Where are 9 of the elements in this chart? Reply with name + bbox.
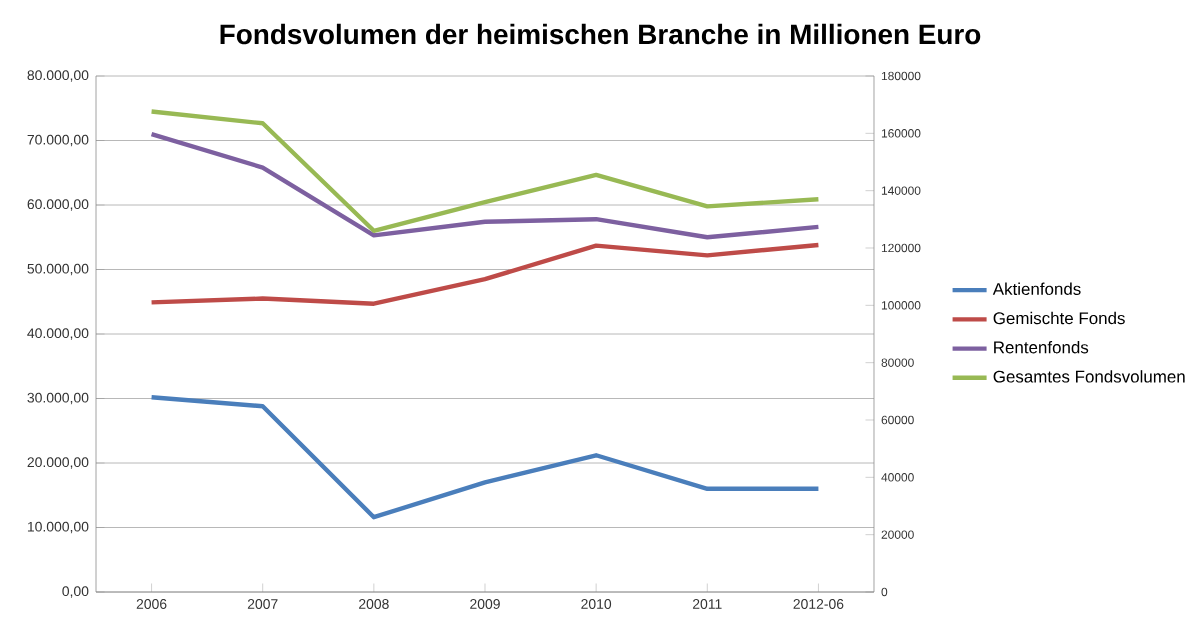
line-series [149,109,821,233]
line-series [149,395,821,520]
legend-label: Aktienfonds [992,282,1081,295]
legend-label: Gesamtes Fondsvolumen [993,370,1185,383]
line-series [149,131,821,240]
legend-label: Gemischte Fonds [993,311,1125,325]
chart-title: Fondsvolumen der heimischen Branche in Millionen Euro [220,23,981,45]
line-series [149,242,821,306]
legend-label: Rentenfonds [994,340,1089,354]
